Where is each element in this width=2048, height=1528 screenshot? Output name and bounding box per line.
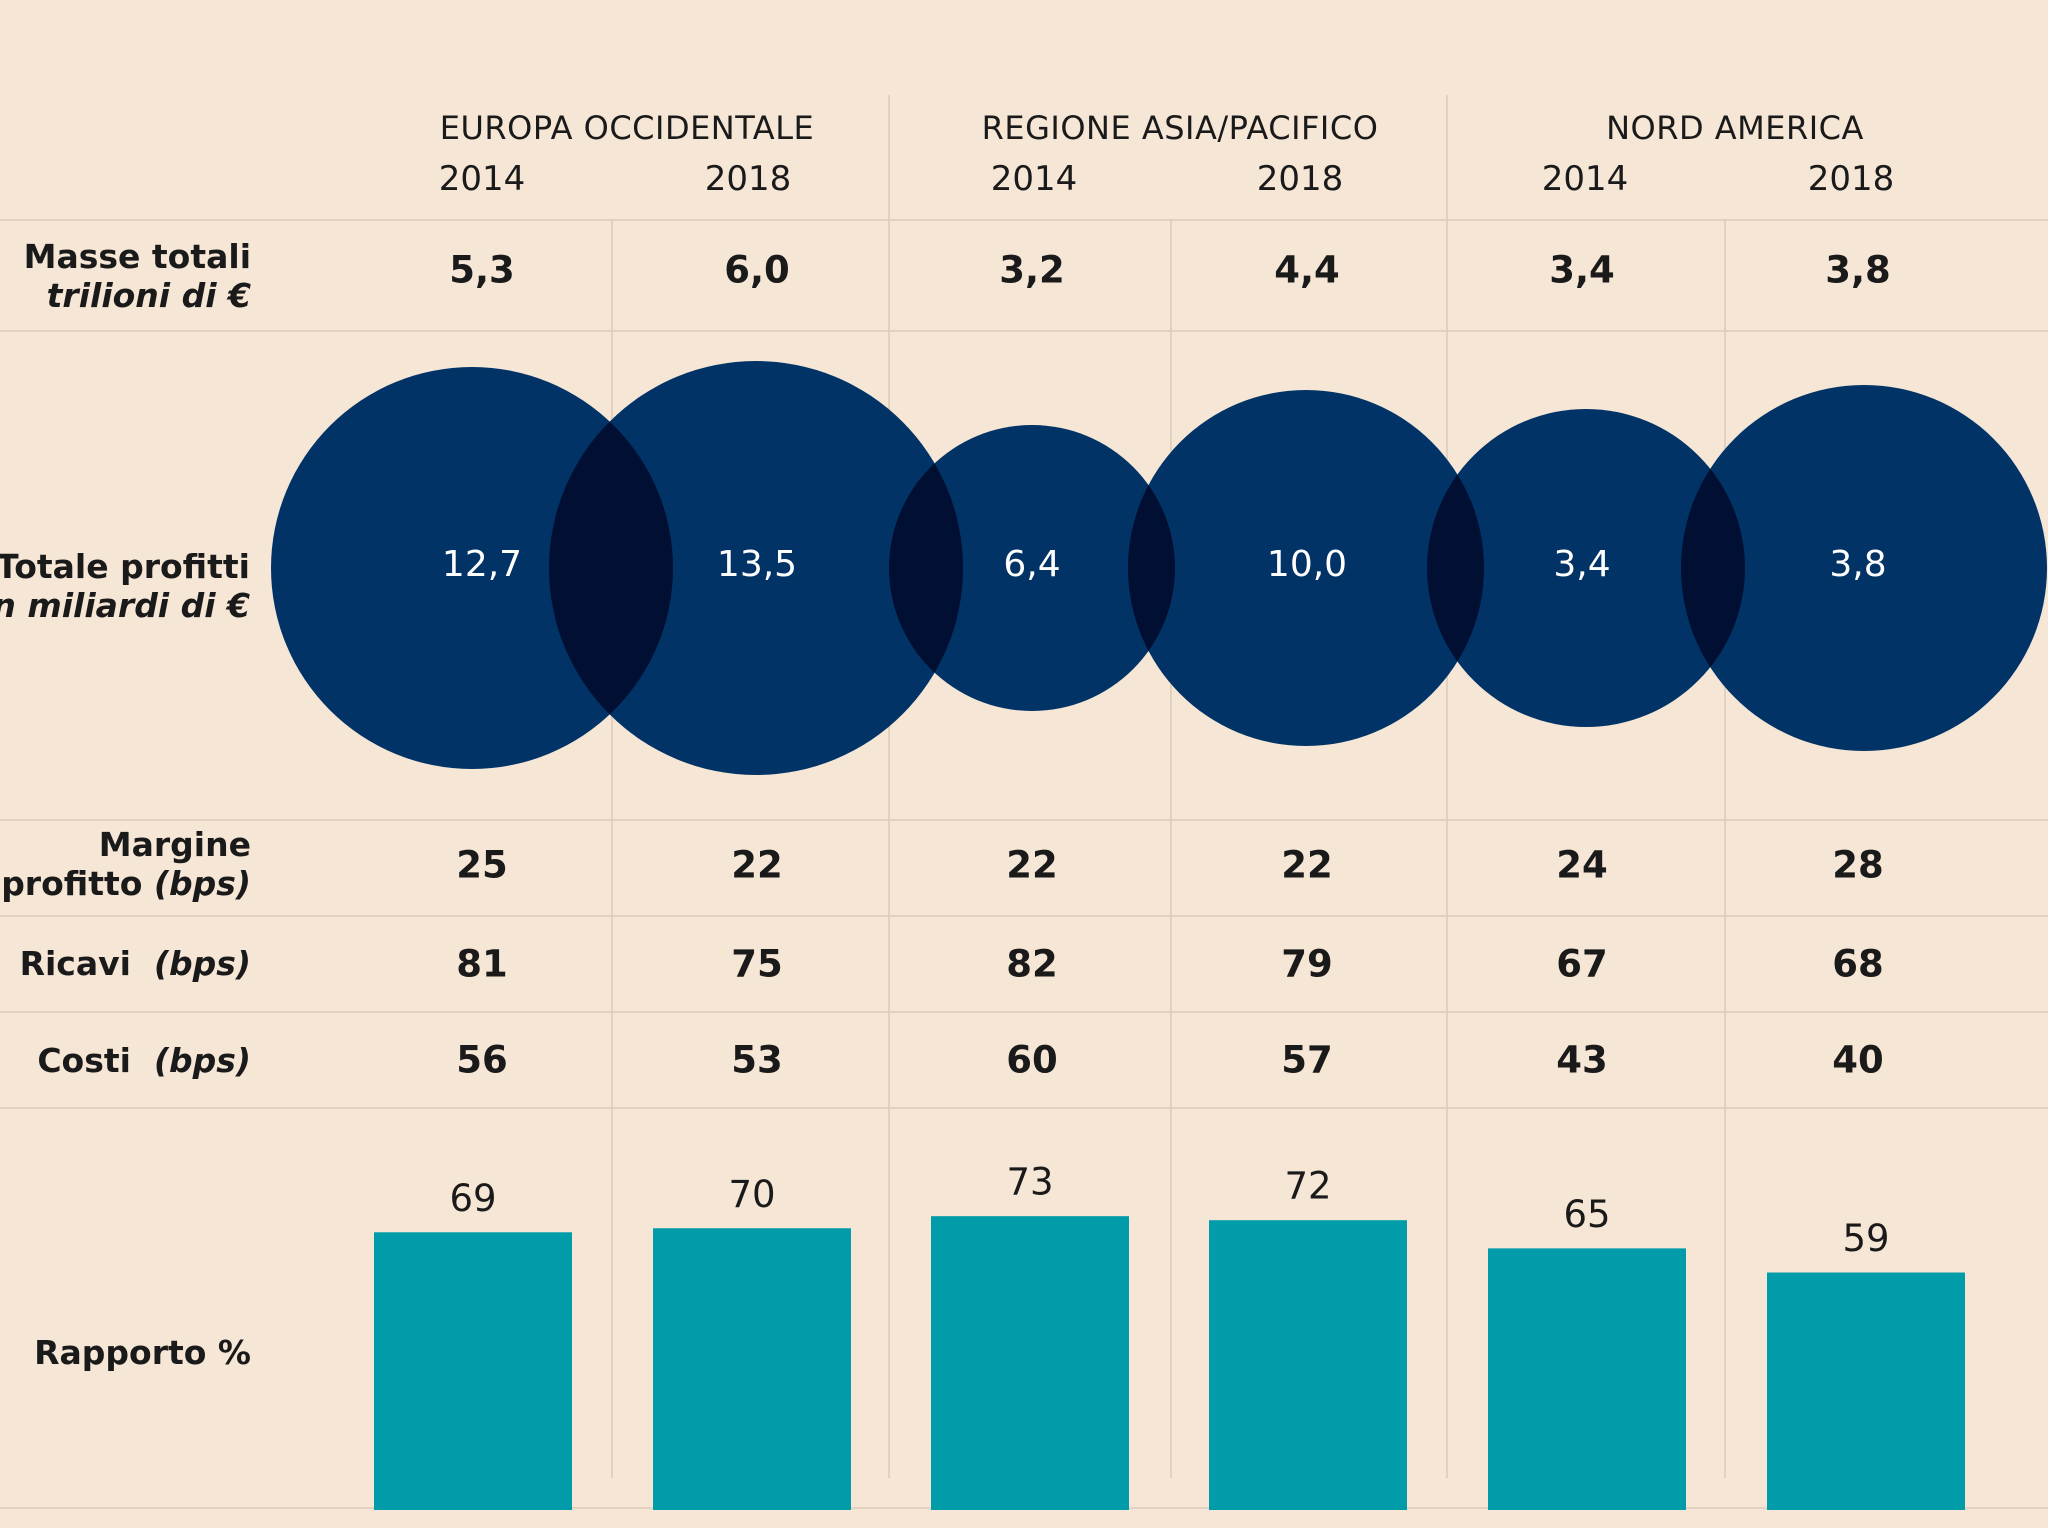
row-label-masse: Masse totali trilioni di €	[23, 237, 251, 315]
ratio-bar	[1488, 1248, 1686, 1510]
margine-value: 28	[1832, 843, 1884, 887]
profit-circle	[271, 367, 673, 769]
ratio-label: 73	[1006, 1161, 1053, 1204]
margine-value: 25	[456, 843, 508, 887]
profit-circle	[1427, 409, 1745, 727]
costi-value: 57	[1281, 1038, 1333, 1082]
profit-label: 3,4	[1553, 544, 1610, 585]
margine-value: 22	[1006, 843, 1058, 887]
ratio-label: 69	[449, 1177, 496, 1220]
group-header-nord-america: NORD AMERICA	[1606, 109, 1864, 147]
grid-lines	[0, 95, 2048, 1509]
ricavi-value: 75	[731, 942, 783, 986]
row-label-margine-sub: (bps)	[153, 863, 251, 903]
ratio-label: 65	[1563, 1193, 1610, 1236]
profit-label: 6,4	[1003, 544, 1060, 585]
ratio-bars	[374, 1216, 1965, 1510]
costi-value: 60	[1006, 1038, 1058, 1082]
year-header-europa-2014: 2014	[438, 159, 526, 199]
profit-circle	[1681, 385, 2047, 751]
masse-value: 4,4	[1274, 248, 1340, 292]
year-header-europa-2018: 2018	[704, 159, 792, 199]
row-label-costi: Costi (bps)	[37, 1041, 251, 1081]
ricavi-value: 81	[456, 942, 508, 986]
profit-labels: 12,7 13,5 6,4 10,0 3,4 3,8	[442, 544, 1887, 585]
row-label-rapporto-title: Rapporto %	[34, 1333, 251, 1372]
group-header-europa: EUROPA OCCIDENTALE	[439, 109, 815, 147]
row-label-costi-title: Costi	[37, 1041, 131, 1080]
profit-label: 3,8	[1829, 544, 1886, 585]
profit-label: 13,5	[717, 544, 797, 585]
ratio-bar	[653, 1228, 851, 1510]
margine-value: 22	[731, 843, 783, 887]
row-label-ricavi-title: Ricavi	[19, 944, 131, 983]
profit-label: 12,7	[442, 544, 522, 585]
ratio-bar	[1767, 1272, 1965, 1510]
ricavi-value: 82	[1006, 942, 1058, 986]
ratio-bar	[374, 1232, 572, 1510]
costi-value: 53	[731, 1038, 783, 1082]
masse-value: 3,4	[1549, 248, 1615, 292]
masse-value: 3,2	[999, 248, 1065, 292]
row-label-rapporto: Rapporto %	[34, 1333, 251, 1373]
row-label-margine-title: Margine	[98, 825, 251, 864]
row-label-ricavi-sub: (bps)	[153, 944, 251, 983]
margine-value: 24	[1556, 843, 1608, 887]
costi-value: 43	[1556, 1038, 1608, 1082]
row-label-masse-sub: trilioni di €	[46, 275, 251, 315]
row-label-ricavi: Ricavi (bps)	[19, 944, 251, 984]
ricavi-value: 68	[1832, 942, 1884, 986]
year-header-nord-america-2014: 2014	[1541, 159, 1629, 199]
masse-value: 6,0	[724, 248, 790, 292]
year-header-nord-america-2018: 2018	[1807, 159, 1895, 199]
row-label-masse-title: Masse totali	[23, 237, 251, 276]
margine-value: 22	[1281, 843, 1333, 887]
row-label-profitti-sub: in miliardi di €	[0, 585, 250, 625]
row-label-margine-title2: profitto	[1, 863, 143, 903]
row-label-profitti-title: Totale profitti	[0, 547, 250, 586]
profit-circle	[1128, 390, 1484, 746]
masse-value: 3,8	[1825, 248, 1891, 292]
row-label-profitti: Totale profitti in miliardi di €	[0, 547, 250, 625]
year-header-asia-2014: 2014	[990, 159, 1078, 199]
ratio-bar	[931, 1216, 1129, 1510]
costi-value: 40	[1832, 1038, 1884, 1082]
ratio-label: 59	[1842, 1217, 1889, 1260]
profit-circle	[889, 425, 1175, 711]
ratio-bar	[1209, 1220, 1407, 1510]
profit-circles	[271, 361, 2047, 775]
ratio-labels: 69 70 73 72 65 59	[449, 1161, 1889, 1260]
costi-value: 56	[456, 1038, 508, 1082]
row-label-margine: Margine profitto (bps)	[1, 825, 251, 903]
row-label-costi-sub: (bps)	[153, 1041, 251, 1080]
ricavi-value: 67	[1556, 942, 1608, 986]
year-header-asia-2018: 2018	[1256, 159, 1344, 199]
group-header-asia: REGIONE ASIA/PACIFICO	[981, 109, 1379, 147]
ricavi-value: 79	[1281, 942, 1333, 986]
ratio-label: 72	[1284, 1165, 1331, 1208]
profit-label: 10,0	[1267, 544, 1347, 585]
profit-circle	[549, 361, 963, 775]
masse-value: 5,3	[449, 248, 515, 292]
ratio-label: 70	[728, 1173, 775, 1216]
